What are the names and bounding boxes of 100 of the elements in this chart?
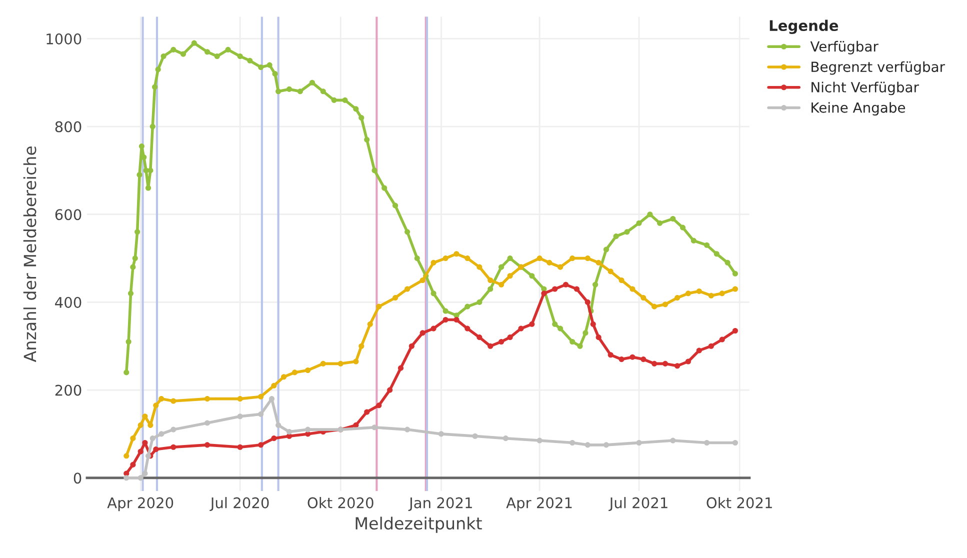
point (276, 422, 282, 428)
point (570, 440, 576, 446)
point (392, 295, 398, 301)
legend-title: Legende (770, 20, 838, 34)
point (596, 334, 602, 340)
point (204, 396, 210, 402)
point (438, 431, 444, 437)
point (387, 387, 393, 393)
point (708, 343, 714, 349)
x-tick-label: Okt 2021 (706, 497, 772, 508)
point (529, 321, 535, 327)
point (640, 295, 646, 301)
point (420, 330, 426, 336)
point (124, 453, 130, 459)
point (536, 438, 542, 444)
point (130, 462, 136, 468)
point (546, 260, 552, 266)
point (124, 475, 130, 481)
point (670, 438, 676, 444)
point (142, 414, 148, 420)
y-tick-label: 0 (74, 472, 82, 484)
x-tick-label: Jul 2021 (608, 497, 668, 512)
point (502, 436, 508, 442)
y-tick-label: 800 (55, 121, 82, 132)
point (636, 440, 642, 446)
point (430, 326, 436, 332)
point (305, 367, 311, 374)
legend-label: Verfügbar (810, 40, 878, 54)
point (138, 475, 144, 481)
point (674, 295, 680, 301)
point (204, 442, 210, 448)
point (584, 442, 590, 448)
point (674, 363, 680, 369)
point (584, 256, 590, 262)
point (498, 338, 504, 344)
point (732, 286, 738, 292)
point (364, 409, 370, 415)
point (204, 420, 210, 426)
point (150, 436, 156, 442)
point (442, 316, 448, 323)
point (590, 321, 596, 327)
point (367, 321, 373, 327)
x-tick-label: Jan 2021 (408, 497, 472, 512)
point (271, 382, 277, 388)
point (338, 360, 344, 366)
point (138, 422, 144, 428)
point (476, 264, 482, 270)
point (498, 282, 504, 288)
point (708, 292, 714, 298)
point (488, 343, 494, 349)
point (618, 356, 624, 362)
point (536, 256, 542, 262)
point (237, 396, 243, 402)
point (472, 433, 478, 439)
x-tick-label: Apr 2021 (506, 497, 572, 512)
point (170, 426, 176, 432)
point (281, 374, 287, 380)
point (258, 442, 264, 448)
point (652, 360, 658, 366)
point (640, 356, 646, 362)
point (442, 256, 448, 262)
point (704, 440, 710, 446)
point (608, 268, 614, 274)
point (685, 358, 691, 364)
point (353, 358, 359, 364)
point (420, 277, 426, 284)
legend-label: Keine Angabe (812, 102, 906, 116)
point (258, 394, 264, 400)
point (142, 470, 148, 476)
point (732, 440, 738, 446)
point (170, 398, 176, 404)
point (662, 360, 668, 366)
point (618, 277, 624, 284)
point (696, 288, 702, 294)
y-tick-label: 200 (55, 384, 82, 396)
point (170, 444, 176, 450)
point (305, 426, 311, 432)
y-tick-label: 1000 (46, 33, 82, 44)
point (454, 251, 460, 257)
point (732, 328, 738, 334)
point (258, 411, 264, 417)
point (404, 426, 410, 432)
point (563, 282, 569, 288)
point (630, 286, 636, 292)
point (570, 256, 576, 262)
point (574, 286, 580, 292)
point (130, 436, 136, 442)
point (552, 286, 558, 292)
point (237, 414, 243, 420)
point (507, 273, 513, 279)
point (507, 334, 513, 340)
point (237, 444, 243, 450)
x-axis-title: Meldezeitpunkt (356, 516, 482, 533)
point (476, 334, 482, 340)
point (404, 286, 410, 292)
point (372, 424, 378, 430)
point (430, 260, 436, 266)
y-tick-label: 400 (55, 296, 82, 308)
point (488, 277, 494, 284)
point (153, 446, 159, 452)
